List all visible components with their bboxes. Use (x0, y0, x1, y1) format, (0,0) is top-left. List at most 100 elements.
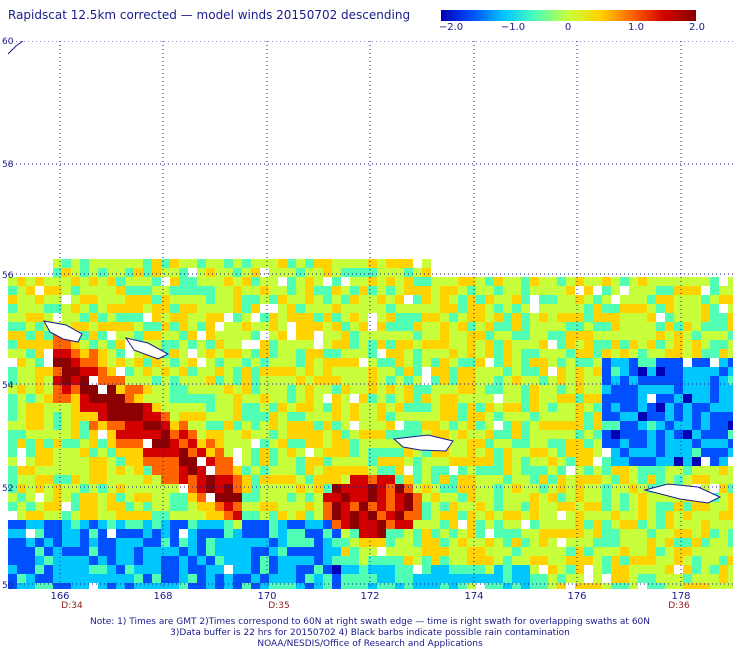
wind-cell (404, 358, 413, 367)
wind-cell (386, 574, 395, 583)
wind-cell (656, 376, 665, 385)
wind-cell (296, 340, 305, 349)
wind-cell (458, 376, 467, 385)
wind-cell (305, 385, 314, 394)
wind-cell (431, 322, 440, 331)
wind-cell (116, 493, 125, 502)
wind-cell (17, 439, 26, 448)
wind-cell (431, 412, 440, 421)
wind-cell (314, 259, 323, 268)
wind-cell (188, 538, 197, 547)
wind-cell (485, 349, 494, 358)
wind-cell (287, 394, 296, 403)
wind-cell (629, 358, 638, 367)
wind-cell (629, 331, 638, 340)
wind-cell (521, 565, 530, 574)
wind-cell (656, 583, 665, 589)
wind-cell (548, 466, 557, 475)
wind-cell (143, 403, 152, 412)
wind-cell (521, 547, 530, 556)
wind-cell (89, 502, 98, 511)
wind-cell (143, 268, 152, 277)
wind-cell (377, 430, 386, 439)
wind-cell (287, 340, 296, 349)
wind-cell (440, 529, 449, 538)
wind-cell (134, 367, 143, 376)
wind-cell (674, 403, 683, 412)
wind-cell (719, 295, 728, 304)
wind-cell (719, 412, 728, 421)
wind-cell (233, 358, 242, 367)
wind-cell (134, 286, 143, 295)
wind-cell (89, 511, 98, 520)
wind-cell (152, 259, 161, 268)
wind-cell (422, 385, 431, 394)
wind-cell (377, 448, 386, 457)
wind-cell (134, 412, 143, 421)
wind-cell (611, 385, 620, 394)
wind-cell (476, 502, 485, 511)
wind-cell (566, 403, 575, 412)
wind-cell (98, 295, 107, 304)
wind-cell (62, 394, 71, 403)
wind-cell (359, 313, 368, 322)
wind-cell (242, 376, 251, 385)
wind-cell (395, 529, 404, 538)
wind-cell (98, 448, 107, 457)
wind-cell (665, 493, 674, 502)
wind-cell (35, 394, 44, 403)
island-left-2 (124, 337, 170, 360)
wind-cell (62, 412, 71, 421)
wind-cell (593, 340, 602, 349)
wind-cell (53, 430, 62, 439)
wind-cell (701, 556, 710, 565)
wind-cell (557, 295, 566, 304)
wind-cell (395, 448, 404, 457)
wind-cell (611, 529, 620, 538)
wind-cell (98, 466, 107, 475)
wind-cell (314, 403, 323, 412)
wind-cell (539, 502, 548, 511)
wind-cell (683, 547, 692, 556)
wind-cell (557, 484, 566, 493)
wind-cell (269, 340, 278, 349)
note-line-1: Note: 1) Times are GMT 2)Times correspon… (89, 617, 651, 627)
wind-cell (242, 556, 251, 565)
wind-cell (161, 313, 170, 322)
wind-cell (26, 340, 35, 349)
wind-cell (701, 583, 710, 589)
wind-cell (449, 448, 458, 457)
wind-cell (206, 412, 215, 421)
wind-cell (98, 439, 107, 448)
wind-cell (332, 331, 341, 340)
wind-cell (296, 457, 305, 466)
wind-cell (476, 547, 485, 556)
wind-cell (575, 430, 584, 439)
wind-cell (161, 385, 170, 394)
wind-cell (62, 475, 71, 484)
wind-cell (215, 277, 224, 286)
wind-cell (260, 529, 269, 538)
wind-cell (584, 520, 593, 529)
wind-cell (665, 331, 674, 340)
wind-cell (224, 322, 233, 331)
wind-cell (35, 538, 44, 547)
wind-cell (350, 475, 359, 484)
wind-cell (332, 421, 341, 430)
wind-cell (215, 268, 224, 277)
wind-cell (467, 538, 476, 547)
wind-cell (548, 502, 557, 511)
wind-cell (395, 457, 404, 466)
wind-cell (8, 502, 17, 511)
wind-cell (692, 394, 701, 403)
wind-cell (314, 511, 323, 520)
wind-cell (260, 358, 269, 367)
wind-cell (440, 286, 449, 295)
wind-cell (197, 277, 206, 286)
wind-cell (242, 574, 251, 583)
wind-cell (242, 259, 251, 268)
wind-cell (692, 466, 701, 475)
wind-cell (8, 385, 17, 394)
wind-cell (305, 430, 314, 439)
wind-cell (224, 448, 233, 457)
